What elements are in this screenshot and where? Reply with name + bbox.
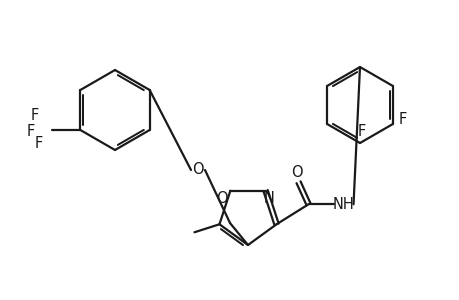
Text: O: O	[192, 163, 203, 178]
Text: F: F	[30, 109, 39, 124]
Text: N: N	[263, 191, 274, 206]
Text: O: O	[290, 165, 302, 180]
Text: F: F	[357, 124, 365, 139]
Text: O: O	[216, 191, 228, 206]
Text: F: F	[398, 112, 406, 127]
Text: F: F	[34, 136, 42, 152]
Text: F: F	[26, 124, 34, 139]
Text: NH: NH	[332, 197, 353, 212]
